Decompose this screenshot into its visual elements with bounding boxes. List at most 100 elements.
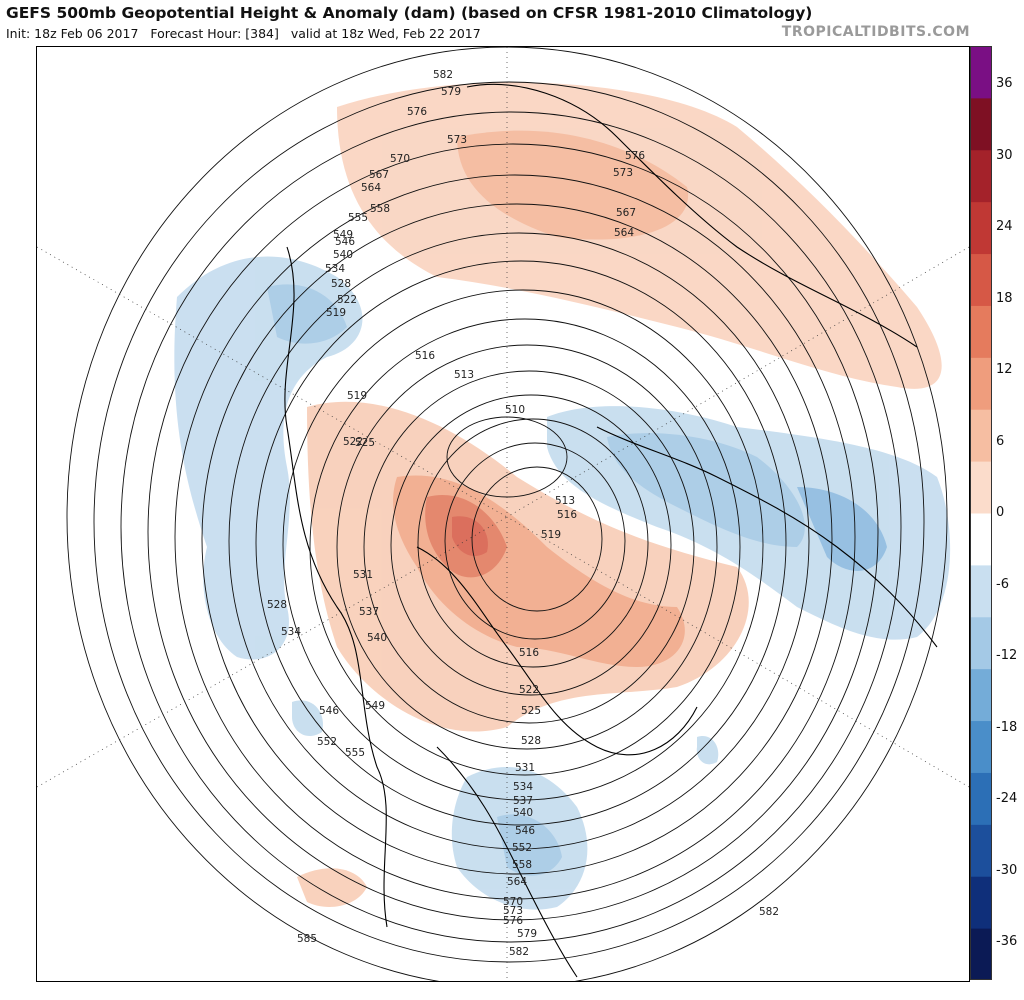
contour-label: 531 bbox=[353, 569, 373, 581]
contour-label: 573 bbox=[613, 167, 633, 179]
contour-labels: 582 579 576 573 570 567 564 558 555 549 … bbox=[267, 69, 779, 958]
graticule bbox=[37, 47, 969, 981]
positive-anomaly-shading bbox=[297, 82, 942, 907]
contour-label: 570 bbox=[503, 896, 523, 908]
colorbar-swatch bbox=[970, 928, 992, 981]
contour-label: 528 bbox=[331, 278, 351, 290]
colorbar-tick-label: 0 bbox=[996, 505, 1005, 520]
contour-label: 579 bbox=[517, 928, 537, 940]
colorbar-tick-label: 24 bbox=[996, 219, 1013, 234]
contour-label: 519 bbox=[541, 529, 561, 541]
coastlines bbox=[284, 83, 938, 978]
map-title: GEFS 500mb Geopotential Height & Anomaly… bbox=[6, 4, 813, 22]
contour-label: 567 bbox=[616, 207, 636, 219]
contour-label: 513 bbox=[555, 495, 575, 507]
polar-map: 582 579 576 573 570 567 564 558 555 549 … bbox=[36, 46, 970, 982]
colorbar-swatch bbox=[970, 357, 992, 410]
colorbar-tick-label: -36 bbox=[996, 934, 1018, 949]
colorbar-swatch bbox=[970, 772, 992, 825]
contour-label: 516 bbox=[519, 647, 539, 659]
contour-label: 540 bbox=[333, 249, 353, 261]
colorbar-tick-label: 36 bbox=[996, 76, 1013, 91]
contour-label: 537 bbox=[359, 606, 379, 618]
height-contours bbox=[66, 47, 948, 981]
brand-watermark: TROPICALTIDBITS.COM bbox=[781, 24, 970, 40]
colorbar-outline bbox=[970, 46, 992, 980]
contour-label: 522 bbox=[337, 294, 357, 306]
contour-label: 564 bbox=[507, 876, 527, 888]
colorbar-swatch bbox=[970, 720, 992, 773]
contour-label: 534 bbox=[325, 263, 345, 275]
contour-label: 564 bbox=[361, 182, 381, 194]
contour-label: 528 bbox=[521, 735, 541, 747]
colorbar-swatch bbox=[970, 876, 992, 929]
contour-label: 534 bbox=[513, 781, 533, 793]
contour-label: 522 bbox=[519, 684, 539, 696]
colorbar-swatch bbox=[970, 253, 992, 306]
forecast-info: Init: 18z Feb 06 2017 Forecast Hour: [38… bbox=[6, 26, 481, 41]
contour-label: 558 bbox=[512, 859, 532, 871]
contour-label: 564 bbox=[614, 227, 634, 239]
contour-label: 549 bbox=[333, 229, 353, 241]
contour-label: 516 bbox=[415, 350, 435, 362]
contour-label: 540 bbox=[367, 632, 387, 644]
valid-time: valid at 18z Wed, Feb 22 2017 bbox=[290, 26, 481, 41]
contour-label: 576 bbox=[625, 150, 645, 162]
contour-label: 558 bbox=[370, 203, 390, 215]
map-canvas: 582 579 576 573 570 567 564 558 555 549 … bbox=[37, 47, 969, 981]
contour-label: 549 bbox=[365, 700, 385, 712]
contour-label: 510 bbox=[505, 404, 525, 416]
negative-anomaly-shading bbox=[174, 256, 951, 910]
colorbar-tick-label: 18 bbox=[996, 290, 1013, 306]
contour-label: 576 bbox=[407, 106, 427, 118]
init-time: Init: 18z Feb 06 2017 bbox=[6, 26, 139, 41]
colorbar-tick-label: -6 bbox=[996, 576, 1009, 592]
colorbar-swatch bbox=[970, 668, 992, 722]
contour-label: 546 bbox=[335, 236, 355, 248]
colorbar-swatch bbox=[970, 461, 992, 514]
colorbar-tick-label: -30 bbox=[996, 862, 1018, 878]
contour-label: 579 bbox=[441, 86, 461, 98]
contour-label: 582 bbox=[433, 69, 453, 81]
contour-label: 531 bbox=[515, 762, 535, 774]
contour-label: 582 bbox=[509, 946, 529, 958]
contour-label: 546 bbox=[515, 825, 535, 837]
colorbar-swatch bbox=[970, 46, 992, 99]
contour-label: 528 bbox=[267, 599, 287, 611]
contour-label: 519 bbox=[347, 390, 367, 402]
contour-label: 519 bbox=[326, 307, 346, 319]
colorbar-tick-label: -18 bbox=[996, 719, 1018, 735]
colorbar-swatch bbox=[970, 97, 992, 151]
contour-label: 525 bbox=[355, 437, 375, 449]
colorbar-tick-label: -24 bbox=[996, 791, 1018, 806]
contour-label: 537 bbox=[513, 795, 533, 807]
contour-label: 552 bbox=[317, 736, 337, 748]
colorbar-tick-label: 12 bbox=[996, 362, 1013, 377]
contour-label: 552 bbox=[512, 842, 532, 854]
colorbar-tick-label: -12 bbox=[996, 648, 1018, 663]
contour-label: 546 bbox=[319, 705, 339, 717]
contour-label: 555 bbox=[345, 747, 365, 759]
colorbar-swatch bbox=[970, 409, 992, 462]
contour-label: 576 bbox=[503, 915, 523, 927]
contour-label: 573 bbox=[447, 134, 467, 146]
colorbar-tick-label: 30 bbox=[996, 147, 1013, 163]
contour-label: 585 bbox=[297, 933, 317, 945]
contour-label: 516 bbox=[557, 509, 577, 521]
contour-label: 567 bbox=[369, 169, 389, 181]
contour-label: 582 bbox=[759, 906, 779, 918]
contour-label: 522 bbox=[343, 436, 363, 448]
contour-label: 570 bbox=[390, 153, 410, 165]
colorbar-swatch bbox=[970, 305, 992, 358]
contour-label: 573 bbox=[503, 905, 523, 917]
contour-label: 525 bbox=[521, 705, 541, 717]
contour-label: 534 bbox=[281, 626, 301, 638]
colorbar-tick-label: 6 bbox=[996, 433, 1005, 449]
anomaly-colorbar bbox=[970, 46, 992, 981]
colorbar-swatch bbox=[970, 149, 992, 203]
contour-label: 555 bbox=[348, 212, 368, 224]
forecast-hour: Forecast Hour: [384] bbox=[150, 26, 279, 41]
colorbar-swatch bbox=[970, 616, 992, 670]
colorbar-swatch bbox=[970, 564, 992, 618]
colorbar-swatch bbox=[970, 201, 992, 255]
